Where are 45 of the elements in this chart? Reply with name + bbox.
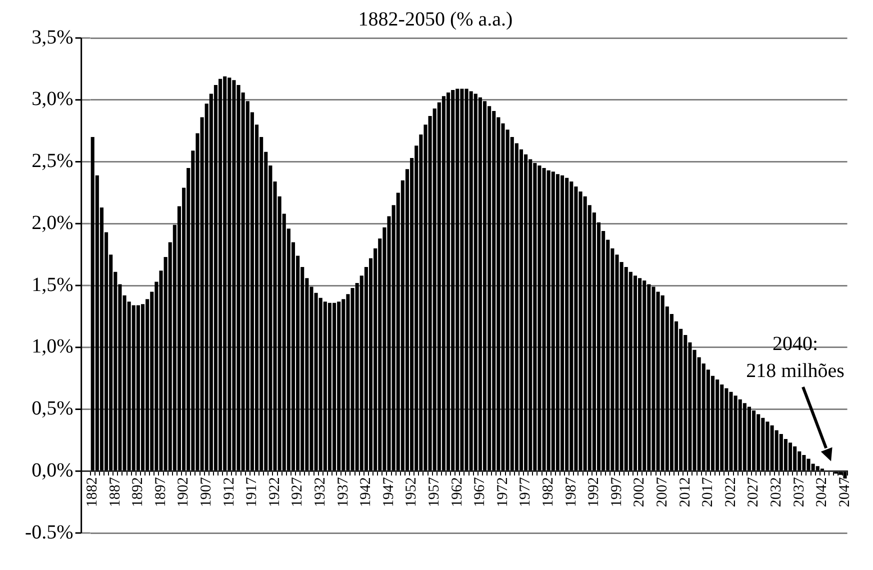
x-tick-label: 2032: [768, 477, 785, 508]
x-tick-label: 1892: [130, 477, 146, 508]
annotation: 2040: 218 milhões: [746, 333, 845, 382]
x-tick-label: 1982: [540, 477, 557, 508]
x-tick-label: 1972: [494, 477, 511, 508]
x-tick-label: 1917: [244, 476, 260, 508]
x-tick-label: 1952: [404, 477, 420, 508]
y-tick-label: 1,0%: [32, 336, 74, 358]
x-tick-label: 2027: [746, 476, 762, 508]
x-tick-label: 1977: [518, 476, 534, 508]
x-tick-label: 1957: [426, 476, 443, 508]
x-tick-label: 2012: [677, 477, 694, 508]
x-tick-label: 1927: [290, 476, 306, 508]
x-tick-label: 2017: [700, 476, 716, 508]
x-tick-label: 1997: [608, 476, 625, 508]
x-tick-label: 1942: [358, 477, 374, 508]
x-tick-label: 1902: [176, 477, 192, 508]
x-tick-label: 1912: [221, 477, 238, 508]
x-tick-label: 2042: [814, 477, 830, 508]
x-tick-label: 1897: [152, 476, 169, 508]
x-tick-label: 1992: [586, 477, 602, 508]
x-tick-label: 1922: [266, 477, 283, 508]
x-tick-label: 1947: [380, 476, 397, 508]
x-tick-label: 2022: [722, 477, 739, 508]
y-tick-label: 3,5%: [32, 26, 74, 48]
x-tick-label: 1882: [84, 477, 101, 508]
x-tick-label: 1932: [312, 477, 329, 508]
y-tick-label: 2,0%: [32, 212, 74, 234]
chart-title: 1882-2050 (% a.a.): [358, 8, 513, 30]
y-tick-label: 0,5%: [32, 398, 74, 420]
x-tick-label: 1967: [472, 476, 488, 508]
x-tick-label: 1987: [563, 476, 580, 508]
y-tick-label: 0,0%: [32, 459, 74, 482]
x-tick-label: 1937: [335, 476, 352, 508]
x-tick-label: 2047: [836, 476, 853, 508]
x-tick-label: 1887: [107, 476, 124, 508]
y-tick-label: 1,5%: [32, 274, 74, 296]
x-tick-label: 1907: [198, 476, 215, 508]
x-tick-label: 2007: [654, 476, 671, 508]
x-tick-label: 2037: [791, 476, 808, 508]
y-tick-label: -0.5%: [24, 521, 74, 544]
y-tick-label: 3,0%: [32, 88, 74, 110]
x-tick-label: 1962: [449, 477, 466, 508]
y-tick-label: 2,5%: [32, 150, 74, 172]
x-tick-label: 2002: [632, 477, 648, 508]
